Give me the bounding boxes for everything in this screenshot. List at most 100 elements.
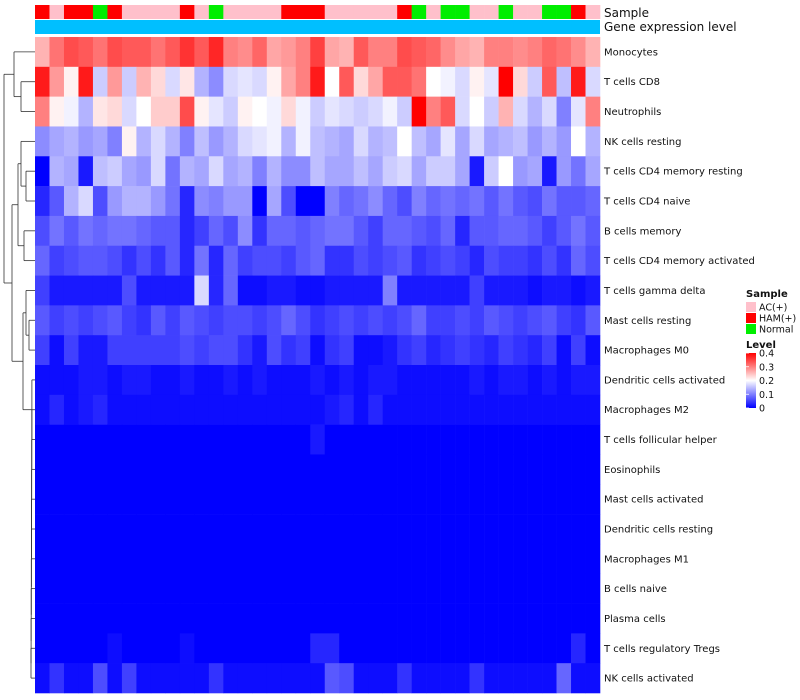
heatmap-cell: [426, 484, 441, 515]
heatmap-cell: [165, 484, 181, 515]
heatmap-cell: [107, 514, 123, 545]
heatmap-cell: [63, 37, 79, 68]
heatmap-cell: [455, 633, 470, 664]
heatmap-cell: [237, 335, 253, 366]
heatmap-cell: [513, 454, 528, 485]
heatmap-cell: [353, 394, 369, 425]
heatmap-cell: [455, 543, 470, 575]
sample-annotation-cell: [310, 5, 326, 19]
heatmap-cell: [542, 663, 557, 694]
heatmap-cell: [426, 215, 441, 247]
heatmap-cell: [179, 603, 195, 634]
heatmap-cell: [353, 424, 369, 455]
heatmap-cell: [179, 126, 195, 157]
heatmap-cell: [208, 186, 224, 217]
heatmap-cell: [368, 454, 383, 485]
heatmap-cell: [484, 305, 499, 336]
heatmap-cell: [310, 454, 326, 485]
heatmap-cell: [397, 96, 412, 127]
heatmap-cell: [339, 394, 355, 425]
heatmap-cell: [382, 66, 398, 97]
heatmap-cell: [136, 603, 152, 634]
heatmap-cell: [469, 424, 485, 455]
heatmap-cell: [150, 215, 166, 247]
heatmap-cell: [498, 66, 514, 97]
heatmap-cell: [252, 186, 268, 217]
heatmap-cell: [585, 573, 601, 604]
heatmap-cell: [324, 156, 340, 187]
heatmap-cell: [150, 126, 166, 157]
heatmap-cell: [353, 126, 369, 157]
heatmap-cell: [339, 245, 355, 276]
heatmap-cell: [513, 514, 528, 545]
heatmap-cell: [397, 126, 412, 157]
heatmap-cell: [397, 365, 412, 396]
heatmap-cell: [513, 365, 528, 396]
heatmap-cell: [208, 37, 224, 68]
heatmap-cell: [455, 275, 470, 306]
heatmap-cell: [281, 245, 297, 276]
heatmap-cell: [571, 394, 586, 425]
heatmap-cell: [368, 126, 383, 157]
heatmap-cell: [165, 186, 181, 217]
heatmap-cell: [585, 37, 601, 68]
heatmap-cell: [556, 245, 572, 276]
heatmap-cell: [107, 66, 123, 97]
heatmap-cell: [411, 484, 427, 515]
heatmap-cell: [382, 275, 398, 306]
heatmap-cell: [266, 66, 282, 97]
heatmap-cell: [107, 335, 123, 366]
heatmap-cell: [556, 573, 572, 604]
heatmap-cell: [411, 633, 427, 664]
heatmap-cell: [368, 335, 383, 366]
heatmap-cell: [252, 275, 268, 306]
heatmap-cell: [295, 543, 311, 575]
heatmap-cell: [194, 454, 210, 485]
heatmap-cell: [35, 365, 50, 396]
heatmap-cell: [150, 245, 166, 276]
heatmap-cell: [426, 424, 441, 455]
legend: Sample AC(+)HAM(+)Normal Level 0.4 0.3 0.2…: [746, 289, 796, 415]
heatmap-cell: [498, 96, 514, 127]
heatmap-cell: [353, 305, 369, 336]
heatmap-cell: [440, 335, 456, 366]
heatmap-cell: [368, 37, 383, 68]
heatmap-cell: [411, 245, 427, 276]
heatmap-cell: [223, 245, 239, 276]
heatmap-cell: [266, 573, 282, 604]
heatmap-cell: [49, 37, 65, 68]
heatmap-cell: [150, 66, 166, 97]
heatmap-cell: [35, 275, 50, 306]
sample-annotation-cell: [542, 5, 557, 19]
heatmap-cell: [397, 215, 412, 247]
heatmap-cell: [324, 514, 340, 545]
heatmap-cell: [63, 245, 79, 276]
heatmap-cell: [92, 633, 108, 664]
heatmap-cell: [121, 66, 137, 97]
heatmap-cell: [194, 275, 210, 306]
heatmap-cell: [382, 245, 398, 276]
heatmap-cell: [542, 514, 557, 545]
heatmap-cell: [295, 394, 311, 425]
heatmap-cell: [513, 305, 528, 336]
heatmap-cell: [498, 603, 514, 634]
heatmap-cell: [310, 573, 326, 604]
heatmap-cell: [382, 305, 398, 336]
heatmap-cell: [295, 573, 311, 604]
heatmap-cell: [382, 424, 398, 455]
heatmap-cell: [179, 66, 195, 97]
heatmap-cell: [571, 245, 586, 276]
heatmap-cell: [498, 484, 514, 515]
heatmap-cell: [150, 96, 166, 127]
heatmap-cell: [252, 573, 268, 604]
heatmap-cell: [252, 394, 268, 425]
heatmap-cell: [353, 543, 369, 575]
heatmap-cell: [179, 275, 195, 306]
heatmap-cell: [237, 514, 253, 545]
heatmap-cell: [455, 186, 470, 217]
heatmap-cell: [107, 96, 123, 127]
heatmap-cell: [382, 484, 398, 515]
heatmap-cell: [208, 335, 224, 366]
heatmap-cell: [484, 275, 499, 306]
heatmap-cell: [440, 66, 456, 97]
